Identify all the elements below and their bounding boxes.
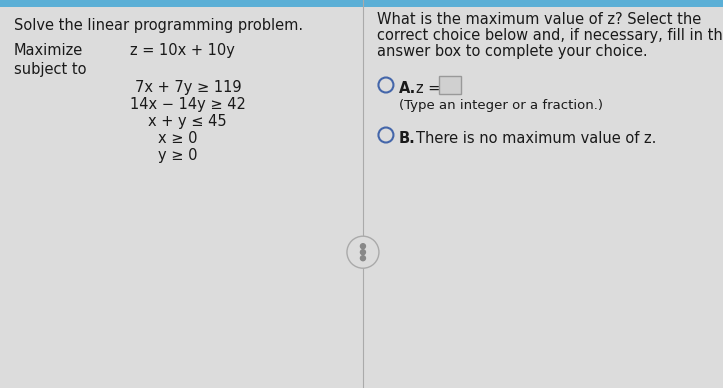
Text: (Type an integer or a fraction.): (Type an integer or a fraction.) [399,99,603,112]
Circle shape [361,250,365,255]
Text: A.: A. [399,81,416,96]
Text: x + y ≤ 45: x + y ≤ 45 [148,114,226,129]
Text: correct choice below and, if necessary, fill in the: correct choice below and, if necessary, … [377,28,723,43]
Text: B.: B. [399,131,416,146]
Circle shape [361,244,365,249]
Circle shape [361,256,365,261]
Text: y ≥ 0: y ≥ 0 [158,148,197,163]
Text: Solve the linear programming problem.: Solve the linear programming problem. [14,18,303,33]
Text: 14x − 14y ≥ 42: 14x − 14y ≥ 42 [130,97,246,112]
Text: z = 10x + 10y: z = 10x + 10y [130,43,235,58]
Text: There is no maximum value of z.: There is no maximum value of z. [416,131,656,146]
Circle shape [347,236,379,268]
Text: subject to: subject to [14,62,87,77]
FancyBboxPatch shape [439,76,461,94]
Text: answer box to complete your choice.: answer box to complete your choice. [377,44,648,59]
Text: What is the maximum value of z? Select the: What is the maximum value of z? Select t… [377,12,701,27]
Text: 7x + 7y ≥ 119: 7x + 7y ≥ 119 [135,80,241,95]
FancyBboxPatch shape [0,0,723,7]
Text: x ≥ 0: x ≥ 0 [158,131,197,146]
Text: Maximize: Maximize [14,43,83,58]
Text: z =: z = [416,81,440,96]
